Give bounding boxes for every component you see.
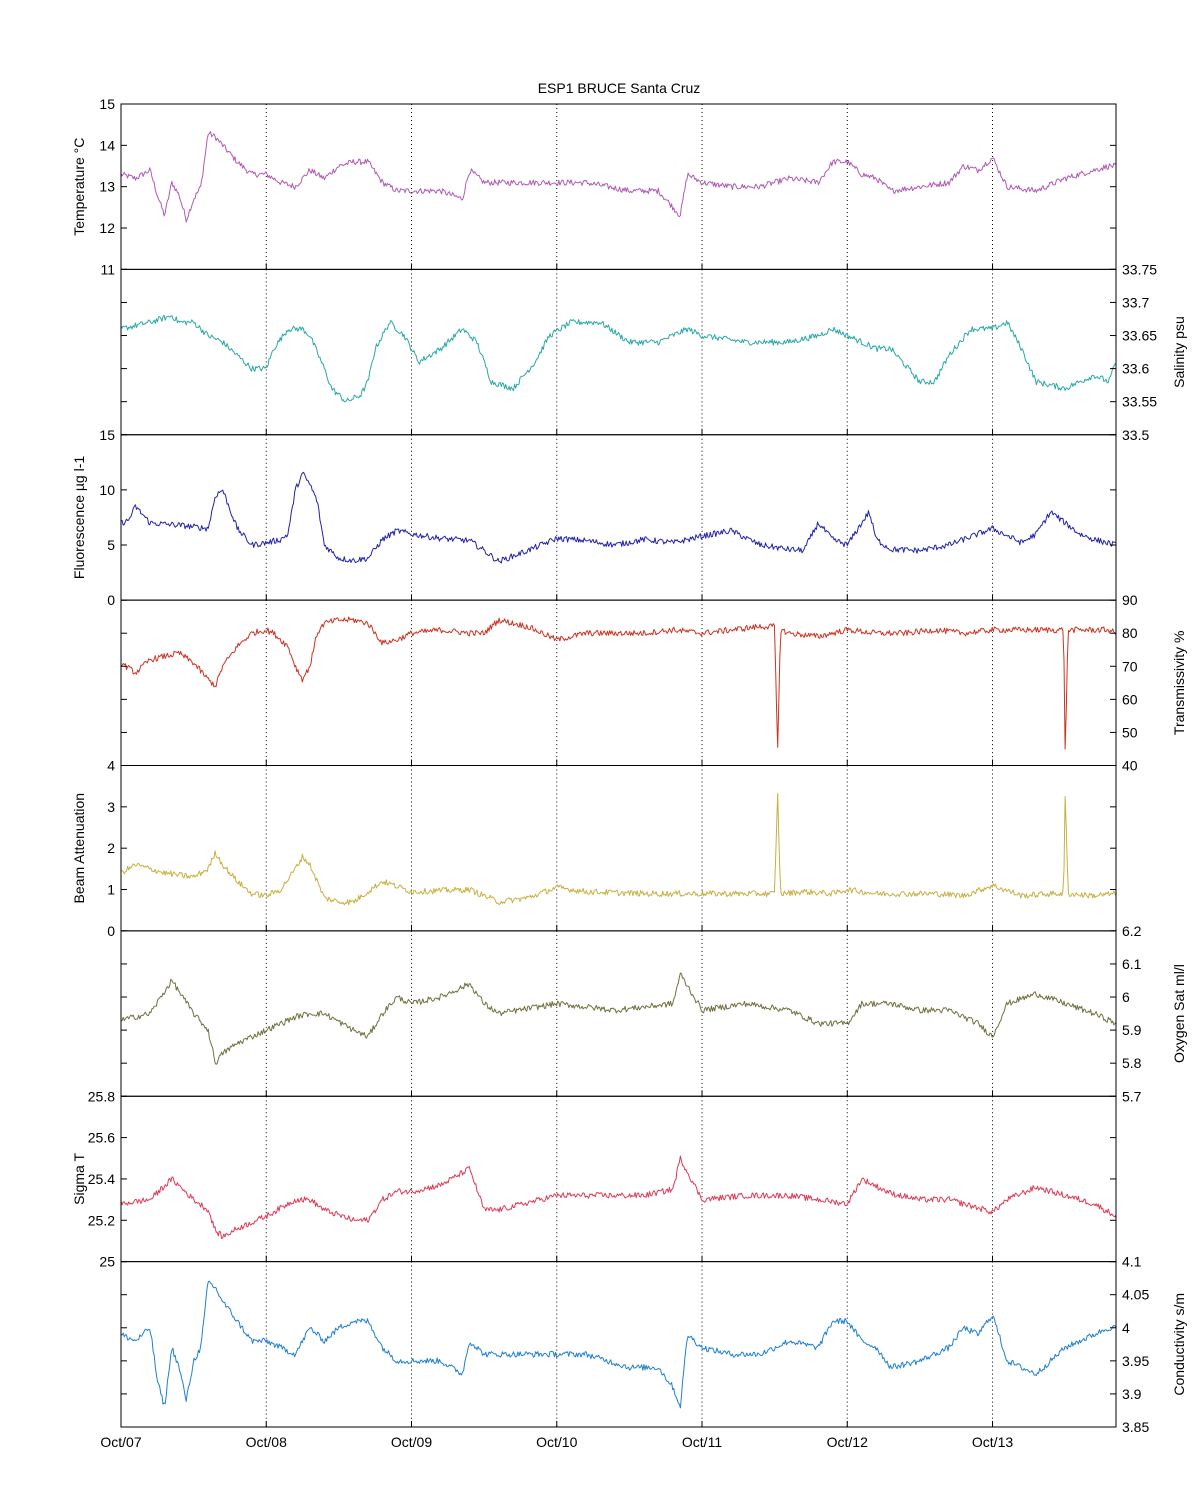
series-line-temperature (121, 131, 1116, 223)
y-tick-label-conductivity: 3.9 (1122, 1386, 1142, 1402)
chart-title: ESP1 BRUCE Santa Cruz (538, 80, 701, 96)
y-tick-label-sigma-t: 25.8 (88, 1088, 115, 1104)
panel-frame-oxygen (120, 930, 1117, 1097)
y-tick-label-beam-attenuation: 0 (107, 923, 115, 939)
panel-temperature: 11 12 13 14 15 Temperature °C (71, 96, 1117, 277)
y-tick-label-salinity: 33.6 (1122, 361, 1149, 377)
panel-salinity: 33.5 33.55 33.6 33.65 33.7 33.75 Salinity psu (120, 261, 1187, 443)
axis-label-oxygen: Oxygen Sat ml/l (1171, 964, 1187, 1063)
x-axis: Oct/07 Oct/08 Oct/09 Oct/10 Oct/11 Oct/12 Oct/… (100, 1434, 1013, 1450)
x-tick-label: Oct/10 (536, 1434, 577, 1450)
series-line-salinity (121, 314, 1116, 403)
y-tick-label-sigma-t: 25.4 (88, 1171, 115, 1187)
x-tick-label: Oct/13 (972, 1434, 1013, 1450)
series-line-fluorescence (121, 471, 1116, 564)
axis-label-fluorescence: Fluorescence µg l-1 (71, 456, 87, 579)
panel-frame-conductivity (120, 1261, 1117, 1428)
series-line-transmissivity (121, 616, 1116, 750)
y-tick-label-temperature: 11 (100, 261, 115, 277)
y-tick-label-conductivity: 4.1 (1122, 1254, 1142, 1270)
x-tick-label: Oct/09 (391, 1434, 432, 1450)
y-tick-label-temperature: 14 (99, 137, 115, 153)
y-tick-label-temperature: 12 (99, 220, 115, 236)
y-tick-label-oxygen: 5.8 (1122, 1055, 1142, 1071)
panel-sigma-t: 25 25.2 25.4 25.6 25.8 Sigma T (71, 1088, 1117, 1270)
y-tick-label-transmissivity: 60 (1122, 691, 1138, 707)
y-tick-label-oxygen: 6 (1122, 989, 1130, 1005)
y-tick-label-sigma-t: 25.2 (88, 1212, 115, 1228)
panel-conductivity: 3.85 3.9 3.95 4 4.05 4.1 Conductivity s/m (120, 1254, 1187, 1435)
panel-frame-transmissivity (120, 599, 1117, 766)
y-tick-label-salinity: 33.55 (1122, 394, 1157, 410)
y-tick-label-oxygen: 6.1 (1122, 956, 1142, 972)
panel-frame-fluorescence (120, 434, 1117, 601)
x-tick-label: Oct/12 (827, 1434, 868, 1450)
y-tick-label-transmissivity: 80 (1122, 625, 1138, 641)
series-line-oxygen (121, 972, 1116, 1065)
axis-label-salinity: Salinity psu (1171, 316, 1187, 388)
y-tick-label-fluorescence: 0 (107, 592, 115, 608)
y-tick-label-oxygen: 6.2 (1122, 923, 1142, 939)
y-tick-label-sigma-t: 25.6 (88, 1130, 115, 1146)
y-tick-label-transmissivity: 70 (1122, 658, 1138, 674)
y-tick-label-oxygen: 5.7 (1122, 1088, 1142, 1104)
x-tick-label: Oct/11 (682, 1434, 722, 1450)
y-tick-label-conductivity: 4 (1122, 1320, 1130, 1336)
y-tick-label-beam-attenuation: 4 (107, 758, 115, 774)
y-tick-label-transmissivity: 90 (1122, 592, 1138, 608)
y-tick-label-beam-attenuation: 2 (107, 840, 115, 856)
y-tick-label-salinity: 33.65 (1122, 328, 1157, 344)
y-tick-label-temperature: 15 (99, 96, 115, 112)
panel-oxygen: 5.7 5.8 5.9 6 6.1 6.2 Oxygen Sat ml/l (120, 923, 1187, 1104)
panel-transmissivity: 40 50 60 70 80 90 Transmissivity % (120, 592, 1187, 774)
y-tick-label-conductivity: 3.95 (1122, 1353, 1149, 1369)
axis-label-temperature: Temperature °C (71, 138, 87, 236)
axis-label-transmissivity: Transmissivity % (1171, 631, 1187, 736)
y-tick-label-salinity: 33.7 (1122, 294, 1149, 310)
y-tick-label-beam-attenuation: 3 (107, 799, 115, 815)
y-tick-label-beam-attenuation: 1 (107, 882, 115, 898)
y-tick-label-fluorescence: 5 (107, 537, 115, 553)
y-tick-label-fluorescence: 10 (99, 482, 115, 498)
axis-label-sigma-t: Sigma T (71, 1153, 87, 1205)
x-tick-label: Oct/08 (246, 1434, 287, 1450)
panel-frame-temperature (120, 103, 1117, 270)
x-tick-label: Oct/07 (100, 1434, 141, 1450)
y-tick-label-transmissivity: 50 (1122, 724, 1138, 740)
y-tick-label-oxygen: 5.9 (1122, 1022, 1142, 1038)
panel-frame-sigma-t (120, 1095, 1117, 1263)
y-tick-label-salinity: 33.5 (1122, 427, 1149, 443)
panel-beam-attenuation: 0 1 2 3 4 Beam Attenuation (71, 758, 1117, 939)
y-tick-label-salinity: 33.75 (1122, 261, 1157, 277)
series-line-conductivity (121, 1280, 1116, 1409)
y-tick-label-fluorescence: 15 (99, 427, 115, 443)
y-tick-label-sigma-t: 25 (99, 1254, 115, 1270)
panel-frame-salinity (120, 268, 1117, 436)
panel-frame-beam-attenuation (120, 765, 1117, 932)
y-tick-label-temperature: 13 (99, 179, 115, 195)
y-tick-label-conductivity: 4.05 (1122, 1287, 1149, 1303)
series-line-sigma-t (121, 1155, 1116, 1240)
series-line-beam-attenuation (121, 793, 1116, 906)
y-tick-label-transmissivity: 40 (1122, 758, 1138, 774)
axis-label-conductivity: Conductivity s/m (1171, 1293, 1187, 1396)
y-tick-label-conductivity: 3.85 (1122, 1419, 1149, 1435)
panel-fluorescence: 0 5 10 15 Fluorescence µg l-1 (71, 427, 1117, 608)
axis-label-beam-attenuation: Beam Attenuation (71, 793, 87, 904)
